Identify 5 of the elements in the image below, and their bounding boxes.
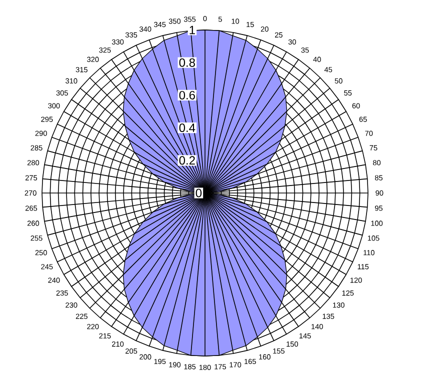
y-tick-label: 1 <box>190 26 195 34</box>
y-tick-label: 0.6 <box>179 90 195 100</box>
y-tick-label: 0.8 <box>179 58 195 67</box>
y-tick-label: 0.4 <box>179 124 196 132</box>
y-tick-label: 0.2 <box>179 156 195 165</box>
